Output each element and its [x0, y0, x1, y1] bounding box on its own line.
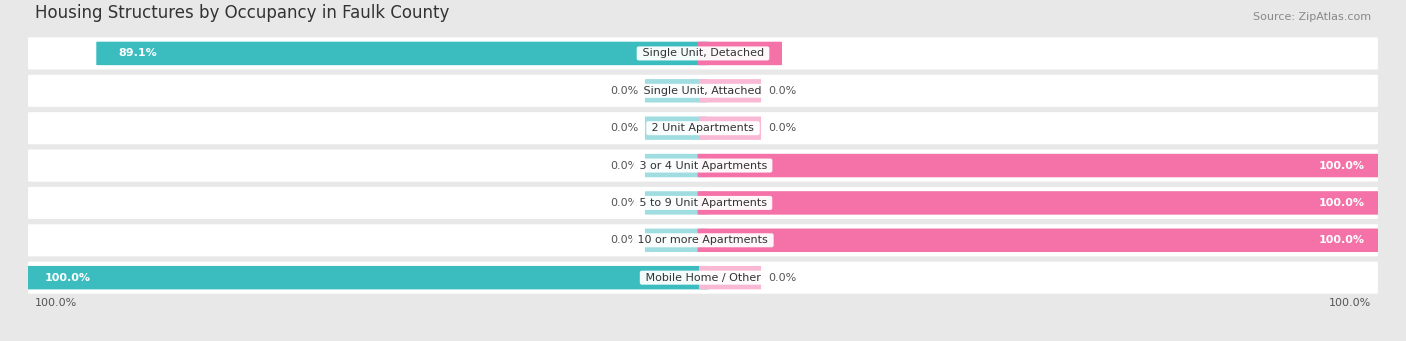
Text: Source: ZipAtlas.com: Source: ZipAtlas.com [1253, 12, 1371, 22]
FancyBboxPatch shape [697, 191, 1384, 214]
Text: Mobile Home / Other: Mobile Home / Other [641, 273, 765, 283]
Text: 2 Unit Apartments: 2 Unit Apartments [648, 123, 758, 133]
FancyBboxPatch shape [28, 112, 1378, 144]
Text: 100.0%: 100.0% [1329, 298, 1371, 308]
FancyBboxPatch shape [645, 228, 707, 252]
Text: 10 or more Apartments: 10 or more Apartments [634, 235, 772, 245]
Text: 0.0%: 0.0% [768, 123, 796, 133]
FancyBboxPatch shape [699, 79, 761, 103]
Text: 0.0%: 0.0% [610, 161, 638, 170]
Text: 0.0%: 0.0% [768, 273, 796, 283]
FancyBboxPatch shape [22, 266, 709, 290]
Text: 0.0%: 0.0% [768, 86, 796, 96]
FancyBboxPatch shape [28, 262, 1378, 294]
Text: 0.0%: 0.0% [610, 198, 638, 208]
Text: 100.0%: 100.0% [35, 298, 77, 308]
FancyBboxPatch shape [699, 117, 761, 140]
FancyBboxPatch shape [645, 191, 707, 214]
FancyBboxPatch shape [699, 266, 761, 290]
FancyBboxPatch shape [645, 117, 707, 140]
FancyBboxPatch shape [96, 42, 709, 65]
Text: Single Unit, Attached: Single Unit, Attached [641, 86, 765, 96]
Text: 0.0%: 0.0% [610, 86, 638, 96]
Text: 3 or 4 Unit Apartments: 3 or 4 Unit Apartments [636, 161, 770, 170]
FancyBboxPatch shape [697, 228, 1384, 252]
Text: 100.0%: 100.0% [1319, 161, 1364, 170]
Text: 100.0%: 100.0% [1319, 198, 1364, 208]
Text: 0.0%: 0.0% [610, 123, 638, 133]
Text: 10.9%: 10.9% [724, 48, 763, 58]
Text: 89.1%: 89.1% [118, 48, 156, 58]
Text: Housing Structures by Occupancy in Faulk County: Housing Structures by Occupancy in Faulk… [35, 4, 450, 22]
Text: 100.0%: 100.0% [45, 273, 90, 283]
FancyBboxPatch shape [645, 154, 707, 177]
Text: 100.0%: 100.0% [1319, 235, 1364, 245]
FancyBboxPatch shape [28, 149, 1378, 182]
Text: 5 to 9 Unit Apartments: 5 to 9 Unit Apartments [636, 198, 770, 208]
FancyBboxPatch shape [645, 79, 707, 103]
Text: 0.0%: 0.0% [610, 235, 638, 245]
FancyBboxPatch shape [28, 75, 1378, 107]
FancyBboxPatch shape [697, 42, 782, 65]
FancyBboxPatch shape [697, 154, 1384, 177]
FancyBboxPatch shape [28, 224, 1378, 256]
FancyBboxPatch shape [28, 38, 1378, 70]
FancyBboxPatch shape [28, 187, 1378, 219]
Text: Single Unit, Detached: Single Unit, Detached [638, 48, 768, 58]
